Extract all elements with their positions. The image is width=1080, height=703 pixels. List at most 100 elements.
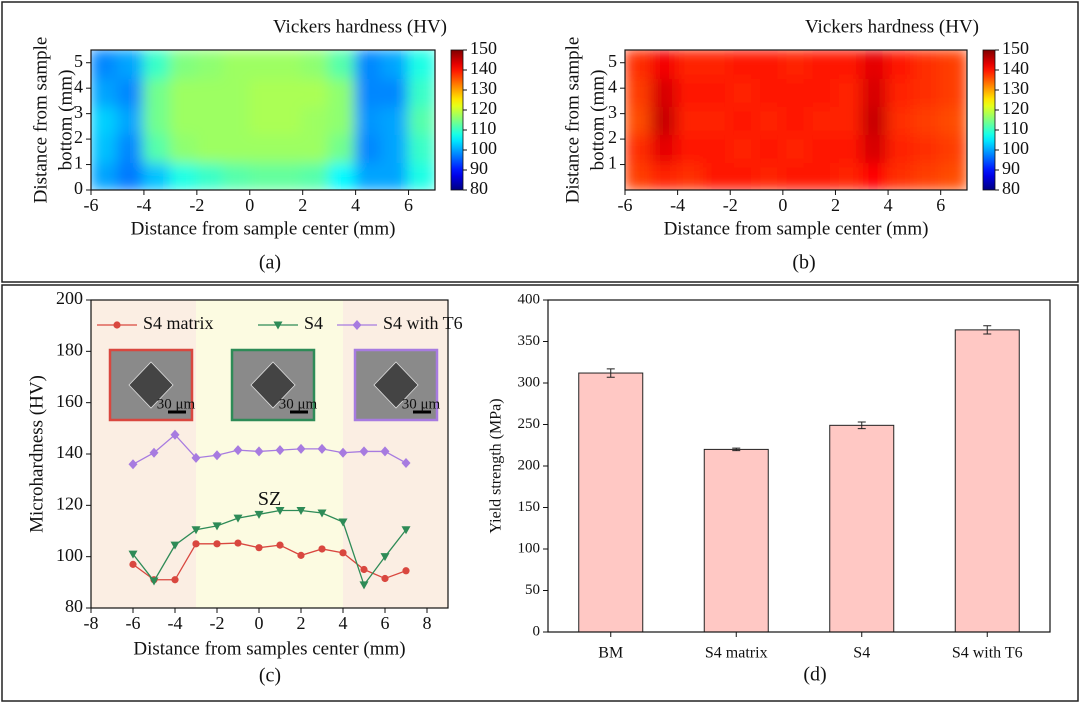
heat-cell [222,133,251,163]
y-axis-label: Yield strength (MPa) [488,398,505,533]
x-tick-label: -2 [189,195,204,215]
point [192,540,200,548]
heat-cell [195,77,225,107]
heat-cell [625,161,653,190]
point [129,560,137,568]
heat-cell [301,133,331,163]
y-tick-label: 300 [518,374,541,390]
colorbar [450,49,464,191]
point [233,514,243,523]
heat-cell [407,133,435,163]
y-tick-label: 2 [74,127,83,147]
heat-cell [860,161,890,190]
heat-cell [834,105,863,135]
heat-cell [275,105,304,135]
y-tick-label: 120 [56,493,83,513]
x-tick-label: S4 with T6 [952,645,1023,662]
y-tick-label: 50 [525,582,540,598]
y-tick-label: 5 [74,51,83,71]
point [170,541,180,550]
heat-cell [887,133,916,163]
heat-cell [169,50,198,79]
heat-cell [91,161,119,190]
heat-cell [248,50,278,79]
colorbar-tick-label: 90 [470,158,488,178]
heat-cell [913,77,942,107]
heat-cell [781,77,811,107]
y-axis-label: Distance from sample [30,37,51,204]
colorbar-tick-label: 150 [1002,38,1029,58]
bar [829,424,895,633]
x-tick-label: -6 [126,613,141,633]
colorbar-label: Vickers hardness (HV) [805,16,979,37]
heat-cell [887,50,916,79]
heat-cell [169,77,198,107]
heat-cell [913,50,942,79]
point [254,446,264,457]
heat-cell [248,161,278,190]
heat-cell [860,50,890,79]
heat-cell [91,105,119,135]
heat-cell [781,161,811,190]
heat-cell [887,161,916,190]
heat-cell [222,105,251,135]
point [213,540,221,548]
point [191,526,201,535]
point [275,506,285,515]
heat-cell [887,105,916,135]
point [170,429,180,440]
indent [250,361,296,409]
x-tick-label: 8 [423,613,432,633]
x-tick-label: 6 [936,195,945,215]
heat-cell [834,50,863,79]
heat-cell [354,161,384,190]
point [297,551,305,559]
heat-cell [650,50,679,79]
heat-cell [913,161,942,190]
heat-cell [860,77,890,107]
x-axis-label: Distance from sample center (mm) [664,218,929,239]
point [359,446,369,457]
y-tick-label: 250 [518,416,541,432]
x-tick-label: 0 [255,613,264,633]
x-tick-label: 6 [404,195,413,215]
heat-cell [275,50,304,79]
heatmap-cells [91,50,435,190]
heat-cell [755,161,784,190]
plot-frame [90,49,436,191]
heat-cell [381,161,410,190]
panel: (c) SZ 30 μm 30 μm 30 μm S4 matrix S4 S4 with T… [26,288,462,686]
y-tick-label: 350 [518,333,541,349]
point [380,553,390,562]
heat-cell [808,77,837,107]
y-tick-label: 4 [608,76,617,96]
heat-cell [702,50,732,79]
heat-cell [116,77,145,107]
heat-cell [808,105,837,135]
heat-cell [729,77,758,107]
heat-cell [625,133,653,163]
y-tick-label: 200 [518,457,541,473]
heat-cell [328,77,357,107]
heat-cell [860,105,890,135]
error-bar [606,368,615,378]
heat-cell [116,133,145,163]
point [296,443,306,454]
heat-cell [169,161,198,190]
heat-cell [169,133,198,163]
x-tick-label: 2 [297,613,306,633]
heat-cell [781,105,811,135]
heat-cell [676,105,705,135]
heat-cell [381,133,410,163]
heat-cell [354,77,384,107]
scale-label: 30 μm [157,396,196,412]
panel: (b) -6 -4 -2 0 2 4 6 1 2 3 4 5 Distance from sample c… [562,16,1029,273]
x-tick-label: 2 [298,195,307,215]
heat-cell [301,105,331,135]
x-tick-label: 4 [884,195,893,215]
heat-cell [116,105,145,135]
x-tick-label: -4 [670,195,685,215]
legend-label: S4 [304,313,323,333]
x-tick-label: -6 [84,195,99,215]
